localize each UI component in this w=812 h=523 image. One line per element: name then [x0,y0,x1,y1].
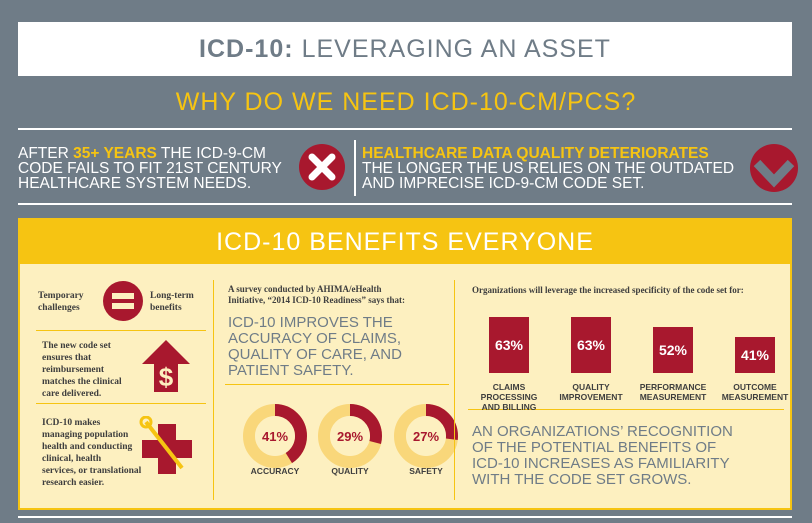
donut-value-0: 41% [262,429,288,444]
survey-headline: ICD-10 IMPROVES THE ACCURACY OF CLAIMS, QU… [228,314,402,379]
survey-intro: A survey conducted by AHIMA/eHealth Initi… [228,284,406,305]
donut-center-1 [330,416,370,456]
bar-3: 41% [735,337,775,373]
bar-label-2: PERFORMANCE MEASUREMENT [639,382,707,402]
benefits-panel: ICD-10 BENEFITS EVERYONE Temporary challe… [18,218,792,510]
col-divider-2 [454,280,455,500]
fact-right-headline: HEALTHCARE DATA QUALITY DETERIORATES [362,145,709,162]
top-rule [18,128,792,130]
donut-label-1: QUALITY [331,466,369,476]
fact-divider [354,140,356,196]
donut-slice-1 [318,404,382,468]
left-divider-2 [36,403,206,404]
bar-2: 52% [653,327,693,373]
donut-slice-0 [243,404,307,468]
donut-charts: 41% 29% 27% [243,404,458,468]
mid-rule [18,203,792,205]
benefits-heading: ICD-10 BENEFITS EVERYONE [20,220,790,264]
svg-text:$: $ [159,362,174,392]
reimbursement-text: The new code set ensures that reimbursemen… [42,341,122,399]
bar-0: 63% [489,317,529,373]
title-banner: ICD-10: LEVERAGING AN ASSET [18,22,792,76]
medical-cross-icon [139,416,192,474]
bar-label-0: CLAIMS PROCESSING AND BILLING [480,382,538,412]
orgs-intro: Organizations will leverage the increase… [472,285,744,295]
title-bold: ICD-10: [199,34,294,63]
donut-value-2: 27% [413,429,439,444]
donut-center-0 [255,416,295,456]
temporary-challenges: Temporary challenges [38,291,84,313]
research-text: ICD-10 makes managing population health an… [42,418,142,488]
orgs-divider [468,409,784,410]
equals-circle-icon [103,281,143,321]
down-arrow-circle-icon [750,144,798,192]
orgs-conclusion: AN ORGANIZATIONS’ RECOGNITION OF THE POTE… [472,423,733,488]
x-circle-icon [299,144,345,190]
bar-label-3: OUTCOME MEASUREMENT [721,382,789,402]
fact-right: HEALTHCARE DATA QUALITY DETERIORATES THE… [362,145,752,192]
subtitle: WHY DO WE NEED ICD-10-CM/PCS? [175,88,637,116]
survey-divider [225,384,449,385]
donut-center-2 [406,416,446,456]
donut-slice-2 [394,404,458,468]
bar-1: 63% [571,317,611,373]
donut-value-1: 29% [337,429,363,444]
left-divider-1 [36,330,206,331]
donut-label-2: SAFETY [409,466,443,476]
fact-left-highlight: 35+ YEARS [73,145,157,162]
bottom-rule [18,516,792,518]
bar-label-1: QUALITY IMPROVEMENT [559,382,623,402]
col-divider-1 [213,280,214,500]
dollar-arrow-icon: $ [142,340,190,392]
longterm-benefits: Long-term benefits [150,291,194,313]
title-rest: LEVERAGING AN ASSET [301,34,611,63]
donut-label-0: ACCURACY [250,466,300,476]
fact-left: AFTER 35+ YEARS THE ICD-9-CM CODE FAILS … [18,145,282,192]
